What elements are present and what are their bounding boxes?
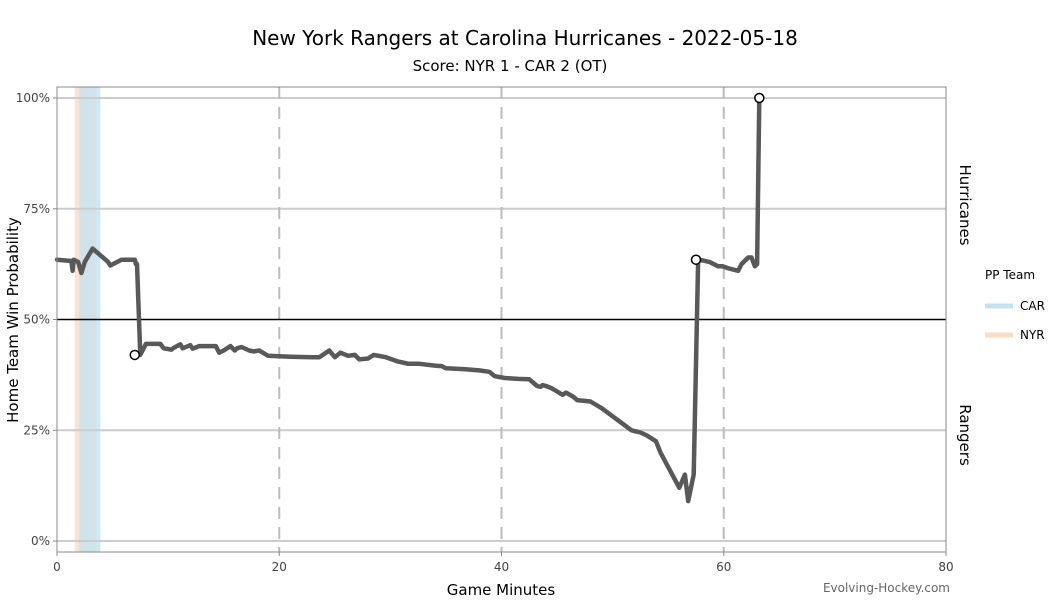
x-tick-label-20: 20 [272,560,287,574]
y-tick-label-100: 100% [16,91,50,105]
legend: CAR NYR [985,299,1045,342]
win-probability-line-1 [54,95,762,504]
side-label-hurricanes: Hurricanes [956,164,974,245]
chart-subtitle: Score: NYR 1 - CAR 2 (OT) [413,57,608,75]
goal-markers [129,92,765,361]
y-tick-label-25: 25% [23,423,50,437]
x-tick-label-0: 0 [53,560,61,574]
x-axis-title: Game Minutes [447,581,556,599]
y-tick-label-0: 0% [31,534,50,548]
x-tick-label-40: 40 [494,560,509,574]
y-tick-label-50: 50% [23,313,50,327]
period-lines [278,87,725,552]
series-layer [54,95,762,504]
legend-label-nyr: NYR [1020,328,1045,342]
goal-marker-1 [129,349,141,361]
legend-label-car: CAR [1020,299,1045,313]
goal-marker-3 [754,92,765,104]
side-label-rangers: Rangers [956,404,974,466]
goal-marker-2 [690,254,702,265]
y-axis-title: Home Team Win Probability [4,217,22,423]
watermark: Evolving-Hockey.com [823,581,950,595]
y-tick-label-75: 75% [23,202,50,216]
x-tick-label-80: 80 [938,560,953,574]
chart-title: New York Rangers at Carolina Hurricanes … [252,26,798,50]
x-axis-ticks: 0 20 40 60 80 [53,552,954,574]
y-axis-ticks: 0% 25% 50% 75% 100% [16,91,57,548]
legend-title: PP Team [985,268,1035,282]
x-tick-label-60: 60 [716,560,731,574]
